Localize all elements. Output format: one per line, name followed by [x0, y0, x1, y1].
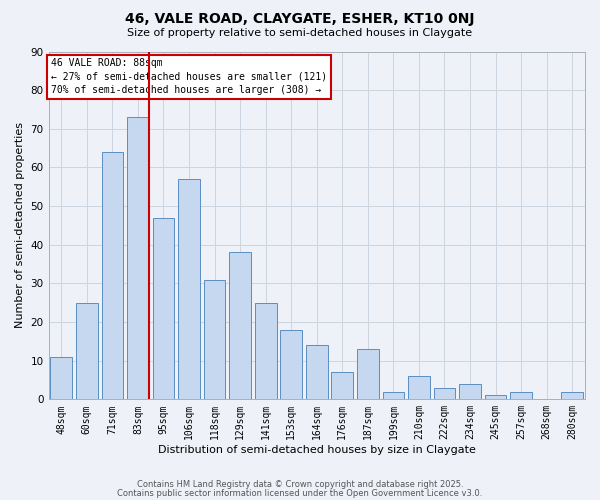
- Text: 46, VALE ROAD, CLAYGATE, ESHER, KT10 0NJ: 46, VALE ROAD, CLAYGATE, ESHER, KT10 0NJ: [125, 12, 475, 26]
- Bar: [562, 392, 583, 400]
- Bar: [485, 396, 506, 400]
- Text: Contains HM Land Registry data © Crown copyright and database right 2025.: Contains HM Land Registry data © Crown c…: [137, 480, 463, 489]
- Bar: [229, 252, 251, 400]
- Bar: [510, 392, 532, 400]
- X-axis label: Distribution of semi-detached houses by size in Claygate: Distribution of semi-detached houses by …: [158, 445, 476, 455]
- Text: 46 VALE ROAD: 88sqm
← 27% of semi-detached houses are smaller (121)
70% of semi-: 46 VALE ROAD: 88sqm ← 27% of semi-detach…: [51, 58, 328, 95]
- Bar: [76, 302, 98, 400]
- Bar: [331, 372, 353, 400]
- Bar: [255, 302, 277, 400]
- Y-axis label: Number of semi-detached properties: Number of semi-detached properties: [15, 122, 25, 328]
- Bar: [101, 152, 123, 400]
- Bar: [152, 218, 175, 400]
- Bar: [306, 345, 328, 400]
- Bar: [280, 330, 302, 400]
- Bar: [50, 357, 72, 400]
- Bar: [383, 392, 404, 400]
- Bar: [178, 179, 200, 400]
- Bar: [408, 376, 430, 400]
- Bar: [434, 388, 455, 400]
- Text: Contains public sector information licensed under the Open Government Licence v3: Contains public sector information licen…: [118, 488, 482, 498]
- Text: Size of property relative to semi-detached houses in Claygate: Size of property relative to semi-detach…: [127, 28, 473, 38]
- Bar: [204, 280, 226, 400]
- Bar: [459, 384, 481, 400]
- Bar: [127, 117, 149, 400]
- Bar: [357, 349, 379, 400]
